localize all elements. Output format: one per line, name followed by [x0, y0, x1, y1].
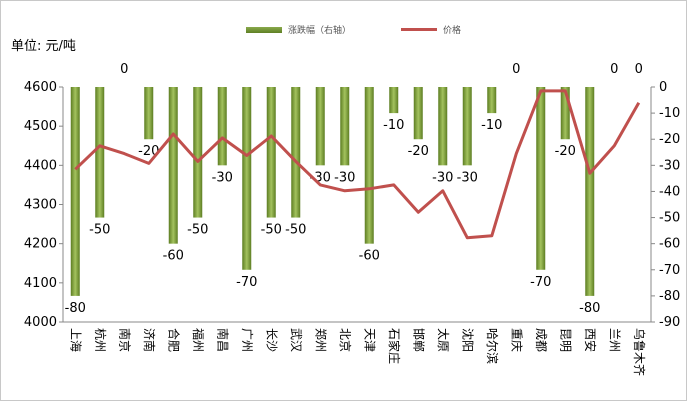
right-tick-label: -10: [659, 106, 680, 121]
legend-item-line: 价格: [401, 23, 461, 36]
left-tick-label: 4100: [24, 276, 57, 291]
legend-bar-swatch: [246, 26, 282, 33]
category-label: 石家庄: [387, 328, 402, 364]
category-label: 昆明: [558, 328, 572, 352]
right-tick-label: -40: [659, 184, 680, 199]
bar-北京: [340, 87, 350, 166]
left-tick-label: 4400: [24, 158, 57, 173]
bar-label: -10: [383, 118, 404, 133]
legend-line-label: 价格: [443, 26, 462, 36]
bar-label: 0: [512, 62, 520, 77]
bar-label: 0: [635, 62, 643, 77]
category-label: 邯郸: [411, 328, 426, 352]
bar-杭州: [95, 87, 105, 218]
right-tick-label: -50: [659, 211, 680, 226]
category-label: 郑州: [313, 328, 328, 352]
left-tick-label: 4500: [24, 119, 57, 134]
bar-label: -30: [212, 170, 233, 185]
bar-西安: [585, 87, 595, 296]
bar-济南: [144, 87, 154, 140]
bar-成都: [536, 87, 546, 270]
bar-label: -30: [432, 170, 453, 185]
right-tick-label: 0: [659, 80, 667, 95]
category-label: 上海: [68, 328, 83, 352]
bar-昆明: [560, 87, 570, 140]
bar-广州: [242, 87, 252, 270]
category-label: 南昌: [215, 328, 230, 352]
left-tick-label: 4200: [24, 237, 57, 252]
bar-武汉: [291, 87, 301, 218]
category-label: 重庆: [509, 328, 523, 352]
right-tick-label: -30: [659, 158, 680, 173]
category-label: 乌鲁木齐: [632, 328, 647, 376]
category-label: 福州: [191, 328, 206, 352]
bar-label: -80: [579, 301, 600, 316]
bar-label: -60: [359, 249, 380, 264]
category-label: 天津: [362, 328, 376, 352]
category-label: 广州: [240, 328, 254, 352]
unit-label: 单位: 元/吨: [11, 39, 76, 54]
right-tick-label: -70: [659, 263, 680, 278]
bar-郑州: [315, 87, 325, 166]
bar-label: -50: [261, 223, 282, 238]
right-tick-label: -60: [659, 237, 680, 252]
legend-bar-label: 涨跌幅（右轴）: [288, 26, 352, 36]
bar-label: -30: [457, 170, 478, 185]
bar-邯郸: [413, 87, 423, 140]
bar-label: -10: [481, 118, 502, 133]
bar-label: -20: [408, 144, 429, 159]
bar-label: 0: [120, 62, 128, 77]
bar-天津: [364, 87, 374, 244]
bar-label: 0: [610, 62, 618, 77]
category-label: 太原: [436, 328, 451, 352]
category-label: 合肥: [166, 328, 181, 352]
legend-item-bar: 涨跌幅（右轴）: [246, 23, 351, 36]
bar-长沙: [266, 87, 276, 218]
bar-label: -70: [236, 275, 257, 290]
category-label: 沈阳: [460, 328, 475, 352]
bar-合肥: [168, 87, 178, 244]
price-line: [74, 89, 641, 240]
bar-上海: [70, 87, 80, 296]
bar-label: -70: [530, 275, 551, 290]
category-label: 哈尔滨: [485, 328, 500, 364]
bar-太原: [438, 87, 448, 166]
bar-沈阳: [462, 87, 472, 166]
bar-label: -60: [163, 249, 184, 264]
category-label: 兰州: [607, 328, 621, 352]
category-label: 北京: [338, 328, 352, 352]
left-tick-label: 4000: [24, 315, 57, 330]
category-label: 武汉: [289, 328, 303, 352]
left-tick-label: 4300: [24, 198, 57, 213]
category-label: 西安: [583, 328, 598, 352]
right-tick-label: -20: [659, 132, 680, 147]
legend-line-swatch: [401, 28, 437, 31]
bar-label: -50: [89, 223, 110, 238]
bar-label: -80: [65, 301, 86, 316]
bar-label: -20: [555, 144, 576, 159]
bar-福州: [193, 87, 203, 218]
right-tick-label: -90: [659, 315, 680, 330]
bar-label: -30: [334, 170, 355, 185]
bar-label: -50: [187, 223, 208, 238]
category-label: 杭州: [93, 328, 108, 352]
bar-label: -50: [285, 223, 306, 238]
category-label: 济南: [142, 328, 157, 352]
bar-哈尔滨: [487, 87, 497, 114]
category-label: 南京: [117, 328, 132, 352]
category-label: 成都: [534, 328, 548, 352]
category-label: 长沙: [264, 328, 278, 352]
bar-石家庄: [389, 87, 399, 114]
bar-南昌: [217, 87, 227, 166]
left-tick-label: 4600: [24, 80, 57, 95]
right-tick-label: -80: [659, 289, 680, 304]
bar-label: -20: [138, 144, 159, 159]
